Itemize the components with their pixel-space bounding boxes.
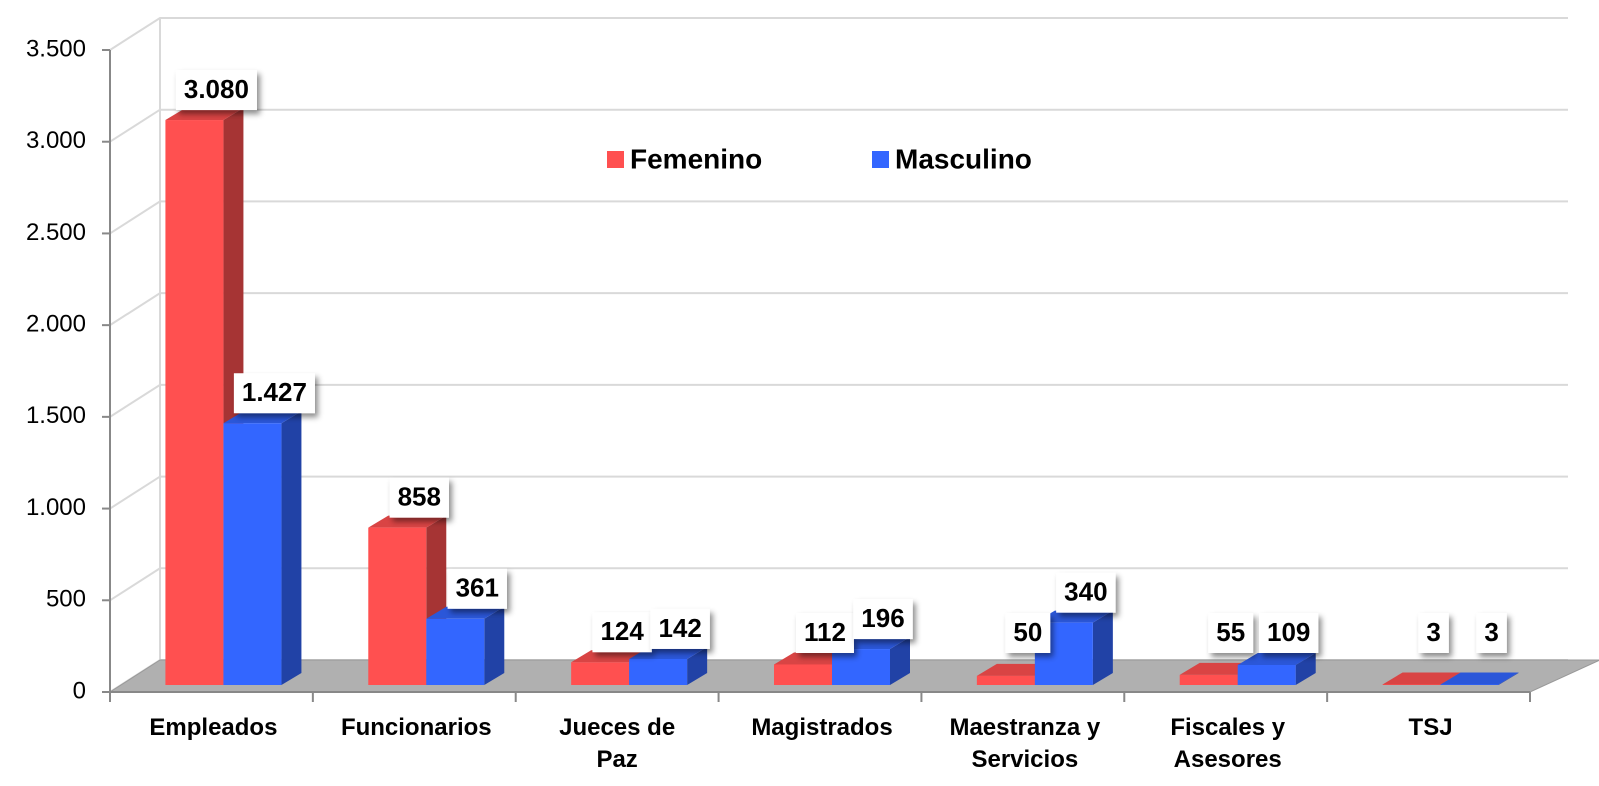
value-label: 361 [456, 573, 499, 603]
value-label-box [1208, 613, 1254, 653]
value-label-box [796, 613, 854, 653]
bar-top [1034, 610, 1113, 623]
bar-top [165, 108, 244, 121]
grid-line [109, 475, 1568, 510]
y-tick-label: 2.000 [26, 310, 86, 337]
legend-label: Masculino [895, 143, 1032, 174]
legend-swatch [607, 151, 624, 168]
legend-label: Femenino [630, 143, 762, 174]
value-label-box [447, 568, 507, 609]
value-label: 55 [1216, 617, 1245, 647]
bar [223, 423, 282, 685]
bar-side [687, 646, 708, 685]
y-tick-label: 1.500 [26, 402, 86, 429]
value-label-box [233, 373, 315, 414]
value-label: 858 [398, 481, 441, 511]
bar-side [1092, 610, 1113, 685]
value-label-box [1418, 613, 1449, 653]
value-label-box [175, 70, 257, 111]
bar [368, 527, 427, 685]
bar [976, 675, 1035, 685]
value-label: 109 [1267, 617, 1310, 647]
bar-top [223, 411, 302, 424]
value-label-box [592, 612, 652, 653]
value-label: 1.427 [242, 377, 307, 407]
bar-side [484, 606, 505, 685]
x-tick-label: TSJ [1408, 714, 1453, 741]
bar [1179, 674, 1238, 685]
value-label-box [389, 477, 449, 518]
value-label: 3 [1484, 617, 1498, 647]
legend-swatch [872, 151, 889, 168]
grid-line [109, 292, 1568, 326]
value-label-box [650, 608, 710, 649]
value-label: 112 [804, 617, 846, 647]
x-tick-label: Empleados [149, 714, 278, 741]
y-tick-label: 3.000 [26, 127, 86, 154]
bar [629, 658, 688, 685]
bar [165, 120, 224, 686]
bar-side [890, 637, 910, 685]
bar [426, 618, 485, 685]
bar-top [1382, 672, 1461, 685]
bar-top [368, 515, 447, 528]
value-label: 50 [1013, 617, 1042, 647]
grid-line [109, 567, 1568, 602]
value-label: 3.080 [184, 74, 249, 104]
bar-side [1498, 672, 1519, 685]
x-tick-label: Maestranza y Servicios [949, 714, 1101, 773]
grid-line [109, 108, 1568, 143]
bar [832, 649, 890, 685]
bar-top [1237, 653, 1316, 666]
value-label-box [1056, 572, 1116, 613]
bar-top [426, 606, 505, 619]
value-label-box [1476, 613, 1507, 653]
y-tick-label: 0 [73, 677, 86, 704]
bar [774, 664, 832, 685]
bar [571, 662, 630, 685]
value-label-box [1259, 613, 1319, 653]
x-tick-label: Funcionarios [340, 714, 492, 741]
value-label: 142 [658, 613, 701, 643]
value-label: 3 [1426, 617, 1440, 647]
bar [1382, 684, 1441, 685]
bar [1440, 684, 1499, 685]
y-tick-label: 500 [46, 586, 86, 613]
value-label: 196 [861, 603, 904, 633]
value-label-box [1005, 613, 1051, 653]
grid-line [109, 17, 1568, 51]
x-tick-label: Jueces de Paz [559, 714, 676, 773]
bar [1237, 665, 1296, 685]
y-tick-label: 1.000 [26, 494, 86, 521]
grid-line [109, 383, 1568, 418]
grid-line [109, 200, 1568, 235]
bar-side [281, 411, 302, 685]
bar-side [1295, 653, 1316, 685]
x-tick-label: Fiscales y Asesores [1170, 714, 1286, 773]
x-tick-label: Magistrados [751, 714, 893, 741]
y-tick-label: 2.500 [26, 219, 86, 246]
value-label: 124 [600, 616, 644, 646]
y-tick-label: 3.500 [26, 35, 86, 62]
value-label-box [853, 599, 913, 640]
bar-top [1440, 672, 1519, 685]
value-label: 340 [1064, 577, 1107, 607]
